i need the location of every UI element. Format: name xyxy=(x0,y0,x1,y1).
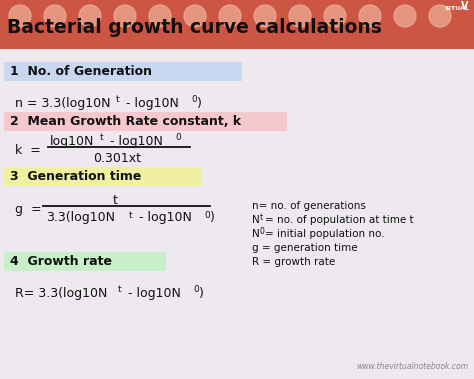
Text: 1  No. of Generation: 1 No. of Generation xyxy=(10,65,152,78)
Text: www.thevirtualnotebook.com: www.thevirtualnotebook.com xyxy=(356,362,468,371)
Text: t: t xyxy=(100,133,104,143)
Text: t: t xyxy=(116,96,119,105)
Text: R= 3.3(log10N: R= 3.3(log10N xyxy=(15,287,108,299)
Text: 2  Mean Growth Rate constant, k: 2 Mean Growth Rate constant, k xyxy=(10,115,241,128)
Circle shape xyxy=(324,5,346,27)
Text: - log10N: - log10N xyxy=(135,211,192,224)
Text: t: t xyxy=(112,194,118,207)
Circle shape xyxy=(149,5,171,27)
Text: N: N xyxy=(252,215,260,225)
Text: = no. of population at time t: = no. of population at time t xyxy=(265,215,414,225)
Circle shape xyxy=(394,5,416,27)
FancyBboxPatch shape xyxy=(4,252,166,271)
Text: 0.301xt: 0.301xt xyxy=(93,152,141,164)
FancyBboxPatch shape xyxy=(4,167,202,186)
Circle shape xyxy=(79,5,101,27)
Text: Bacterial growth curve calculations: Bacterial growth curve calculations xyxy=(7,18,382,37)
Circle shape xyxy=(9,5,31,27)
Text: 3  Generation time: 3 Generation time xyxy=(10,170,141,183)
FancyBboxPatch shape xyxy=(0,0,474,49)
Text: 3.3(log10N: 3.3(log10N xyxy=(46,211,115,224)
Text: 0: 0 xyxy=(193,285,199,294)
Text: ): ) xyxy=(197,97,202,110)
Text: 0: 0 xyxy=(191,96,197,105)
Text: ): ) xyxy=(199,287,204,299)
Text: t: t xyxy=(118,285,122,294)
Circle shape xyxy=(429,5,451,27)
Text: 0: 0 xyxy=(260,227,265,235)
Circle shape xyxy=(254,5,276,27)
Text: R = growth rate: R = growth rate xyxy=(252,257,335,267)
Text: - log10N: - log10N xyxy=(124,287,181,299)
Circle shape xyxy=(289,5,311,27)
FancyBboxPatch shape xyxy=(4,62,242,81)
Circle shape xyxy=(184,5,206,27)
Circle shape xyxy=(44,5,66,27)
Text: t: t xyxy=(260,213,263,221)
Text: n = 3.3(log10N: n = 3.3(log10N xyxy=(15,97,110,110)
Text: - log10N: - log10N xyxy=(122,97,179,110)
Text: - log10N: - log10N xyxy=(106,135,163,147)
Text: 0: 0 xyxy=(175,133,181,143)
Text: g  =: g = xyxy=(15,202,42,216)
Text: g = generation time: g = generation time xyxy=(252,243,357,253)
Text: ): ) xyxy=(210,211,215,224)
Text: t: t xyxy=(129,210,133,219)
Text: N: N xyxy=(252,229,260,239)
Text: log10N: log10N xyxy=(50,135,94,147)
FancyBboxPatch shape xyxy=(4,112,287,131)
Circle shape xyxy=(219,5,241,27)
Text: V: V xyxy=(461,1,468,11)
Text: n= no. of generations: n= no. of generations xyxy=(252,201,366,211)
Text: = initial population no.: = initial population no. xyxy=(265,229,384,239)
Circle shape xyxy=(114,5,136,27)
Text: 0: 0 xyxy=(204,210,210,219)
Circle shape xyxy=(359,5,381,27)
Text: IRTUAL: IRTUAL xyxy=(444,6,469,11)
Text: 4  Growth rate: 4 Growth rate xyxy=(10,255,112,268)
Text: k  =: k = xyxy=(15,144,41,157)
